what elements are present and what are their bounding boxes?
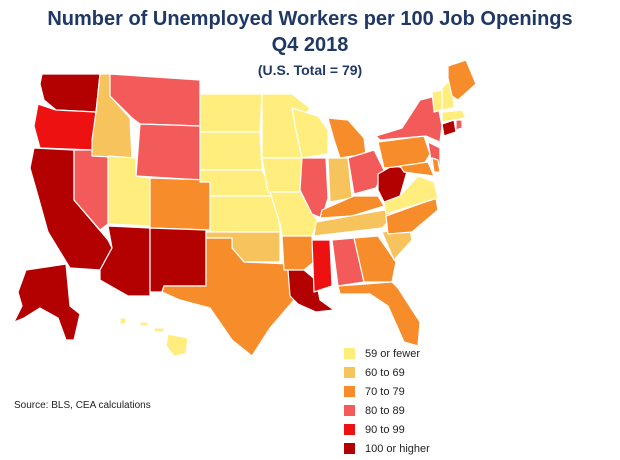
hi-island-3 [153, 327, 165, 333]
state-AR [281, 235, 315, 271]
legend-item: 80 to 89 [344, 401, 430, 420]
state-NM [149, 227, 207, 293]
state-SD [199, 131, 263, 171]
state-MI [327, 117, 367, 159]
state-CO [149, 177, 211, 231]
legend-swatch [344, 367, 355, 378]
state-MS [311, 239, 333, 293]
state-WA [39, 73, 101, 113]
legend-label: 100 or higher [365, 442, 430, 455]
state-RI [455, 119, 463, 131]
legend-swatch [344, 424, 355, 435]
state-WY [135, 123, 201, 181]
state-LA [287, 269, 335, 313]
state-TX [161, 237, 295, 357]
state-KY [319, 195, 385, 219]
state-ME [447, 59, 477, 101]
source-note: Source: BLS, CEA calculations [14, 400, 151, 411]
legend-swatch [344, 386, 355, 397]
map-note: (U.S. Total = 79) [257, 62, 363, 78]
legend-swatch [344, 405, 355, 416]
hi-island-4 [165, 333, 189, 357]
state-AK [13, 263, 81, 341]
legend-item: 60 to 69 [344, 363, 430, 382]
legend-label: 59 or fewer [365, 347, 421, 360]
map-title: Number of Unemployed Workers per 100 Job… [47, 8, 573, 30]
map-legend: 59 or fewer 60 to 69 70 to 79 80 to 89 9… [344, 344, 430, 458]
state-ND [199, 93, 263, 133]
legend-label: 80 to 89 [365, 404, 405, 417]
hi-island-1 [119, 317, 127, 325]
state-MA [441, 109, 467, 123]
legend-swatch [344, 443, 355, 454]
legend-item: 100 or higher [344, 439, 430, 458]
state-KS [209, 195, 281, 233]
state-GA [353, 235, 397, 283]
state-VT [431, 89, 443, 113]
legend-label: 60 to 69 [365, 366, 405, 379]
state-WI [291, 107, 329, 159]
state-NY [375, 95, 443, 143]
legend-swatch [344, 348, 355, 359]
legend-label: 70 to 79 [365, 385, 405, 398]
state-FL [337, 281, 421, 347]
hi-island-2 [139, 321, 149, 327]
legend-item: 70 to 79 [344, 382, 430, 401]
state-HI [119, 317, 189, 357]
state-DE [431, 157, 441, 173]
state-CT [441, 119, 457, 137]
state-MD [399, 161, 435, 177]
legend-item: 90 to 99 [344, 420, 430, 439]
map-subtitle: Q4 2018 [271, 34, 349, 56]
legend-label: 90 to 99 [365, 423, 405, 436]
state-IN [327, 157, 353, 203]
legend-item: 59 or fewer [344, 344, 430, 363]
state-AZ [99, 225, 151, 297]
